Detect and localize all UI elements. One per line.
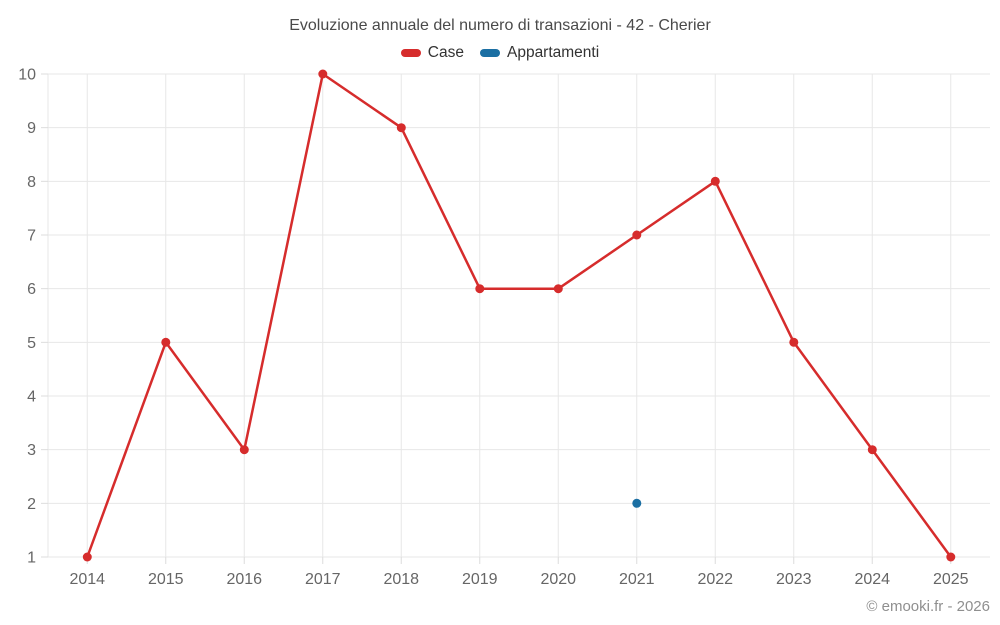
y-tick-label-2: 2 — [27, 496, 36, 513]
x-tick-label-2023: 2023 — [776, 571, 812, 588]
data-point-case-2016[interactable] — [239, 445, 249, 455]
data-point-case-2018[interactable] — [396, 123, 406, 133]
data-point-case-2024[interactable] — [867, 445, 877, 455]
y-tick-label-7: 7 — [27, 228, 36, 245]
legend-item-appartamenti[interactable]: Appartamenti — [479, 44, 600, 62]
legend-label-case: Case — [427, 44, 464, 61]
y-tick-label-3: 3 — [27, 442, 36, 459]
x-tick-label-2022: 2022 — [697, 571, 733, 588]
data-point-case-2015[interactable] — [161, 337, 171, 347]
x-tick-label-2020: 2020 — [540, 571, 576, 588]
x-tick-label-2021: 2021 — [619, 571, 655, 588]
chart-title: Evoluzione annuale del numero di transaz… — [289, 17, 711, 34]
data-point-case-2019[interactable] — [475, 284, 485, 294]
legend-item-case[interactable]: Case — [400, 44, 464, 62]
legend-swatch-appartamenti-icon — [479, 49, 500, 57]
data-point-case-2020[interactable] — [553, 284, 563, 294]
y-tick-label-4: 4 — [27, 389, 36, 406]
data-point-case-2017[interactable] — [318, 69, 328, 79]
y-tick-label-10: 10 — [18, 67, 36, 84]
data-point-case-2023[interactable] — [789, 337, 799, 347]
x-tick-label-2016: 2016 — [226, 571, 262, 588]
x-tick-label-2024: 2024 — [854, 571, 890, 588]
data-point-case-2014[interactable] — [82, 552, 92, 562]
data-point-case-2021[interactable] — [632, 230, 642, 240]
x-tick-label-2015: 2015 — [148, 571, 184, 588]
x-tick-label-2014: 2014 — [69, 571, 105, 588]
data-point-appartamenti-2021[interactable] — [632, 498, 642, 508]
data-point-case-2022[interactable] — [710, 176, 720, 186]
y-tick-label-6: 6 — [27, 281, 36, 298]
x-tick-label-2017: 2017 — [305, 571, 341, 588]
data-point-case-2025[interactable] — [946, 552, 956, 562]
x-tick-label-2018: 2018 — [383, 571, 419, 588]
x-tick-label-2025: 2025 — [933, 571, 969, 588]
series-line-case — [86, 72, 953, 559]
chart-legend: Case Appartamenti — [0, 44, 1000, 62]
legend-label-appartamenti: Appartamenti — [506, 44, 600, 61]
y-tick-label-9: 9 — [27, 120, 36, 137]
y-tick-label-5: 5 — [27, 335, 36, 352]
x-tick-label-2019: 2019 — [462, 571, 498, 588]
y-tick-label-1: 1 — [27, 550, 36, 567]
legend-swatch-case-icon — [400, 49, 421, 57]
credits-link[interactable]: © emooki.fr - 2026 — [866, 598, 990, 615]
y-tick-label-8: 8 — [27, 174, 36, 191]
